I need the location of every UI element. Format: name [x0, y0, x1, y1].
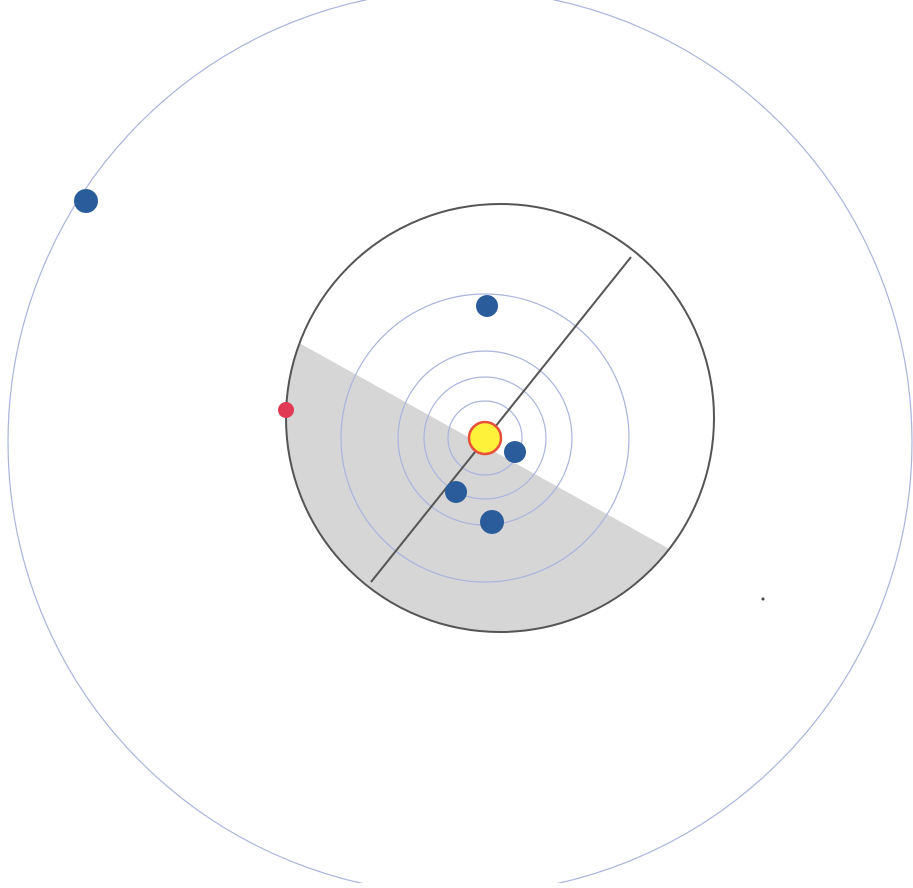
orbit-ring-4	[340, 293, 630, 583]
planet	[445, 481, 467, 503]
orbit-ring-2	[423, 376, 547, 500]
speck-dot	[761, 597, 765, 601]
sun-icon	[467, 420, 503, 456]
orbit-ring-1	[447, 400, 523, 476]
small-body	[278, 402, 294, 418]
shaded-region	[286, 334, 700, 632]
planet	[480, 510, 504, 534]
planet	[476, 295, 498, 317]
outer-orbit	[7, 0, 913, 888]
diameter-line	[370, 256, 632, 583]
planet	[504, 441, 526, 463]
planet	[74, 189, 98, 213]
